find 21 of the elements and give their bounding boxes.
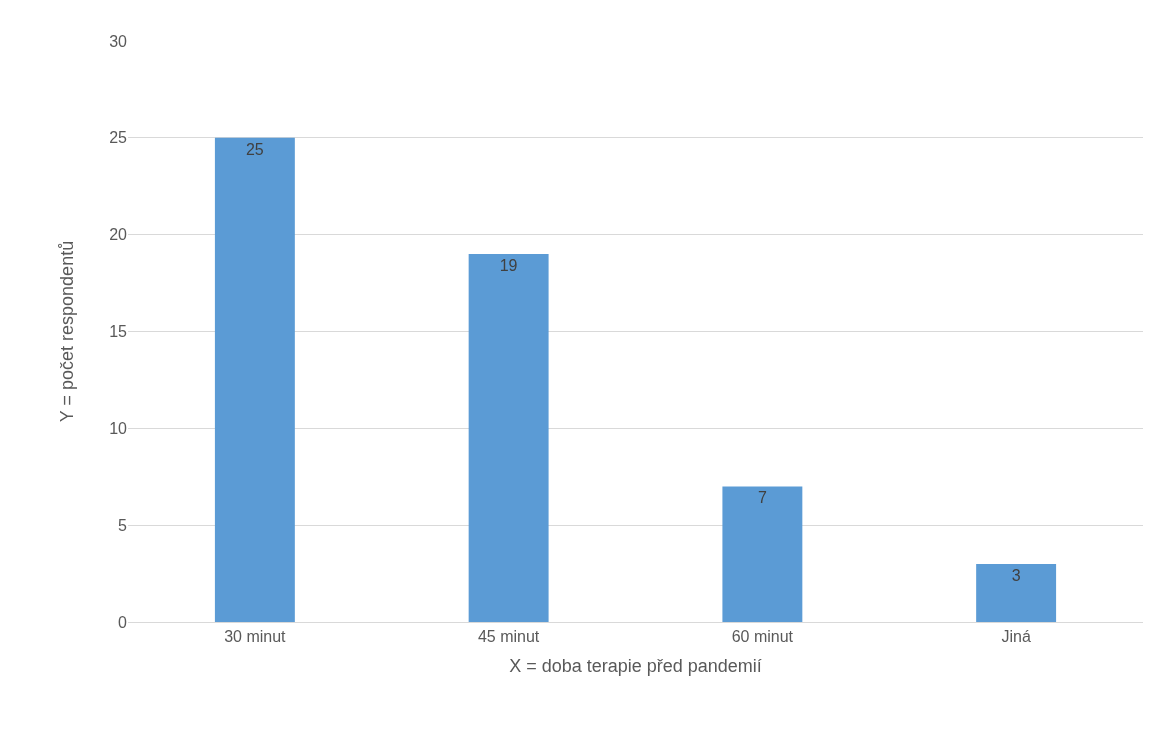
- data-label: 25: [245, 140, 264, 158]
- y-tick-label: 0: [118, 613, 128, 631]
- y-tick-label: 15: [109, 323, 128, 341]
- y-tick-label: 10: [109, 419, 128, 437]
- y-tick-label: 5: [118, 516, 128, 534]
- data-label: 3: [1011, 566, 1021, 584]
- data-label: 19: [499, 257, 518, 275]
- y-tick-label: 20: [109, 226, 128, 244]
- y-axis-title: Y = počet respondentů: [57, 240, 78, 423]
- bar: [976, 563, 1057, 622]
- y-tick-label: 30: [109, 32, 128, 50]
- data-label: 7: [757, 489, 767, 507]
- y-tick-label: 25: [109, 129, 128, 147]
- x-tick-label: 60 minut: [731, 628, 794, 646]
- x-axis-title: X = doba terapie před pandemií: [509, 656, 762, 677]
- bar: [722, 486, 803, 622]
- x-tick-label: Jiná: [1001, 628, 1031, 646]
- x-tick-label: 45 minut: [477, 628, 540, 646]
- bar: [468, 254, 549, 622]
- bar: [214, 137, 295, 622]
- x-tick-label: 30 minut: [224, 628, 287, 646]
